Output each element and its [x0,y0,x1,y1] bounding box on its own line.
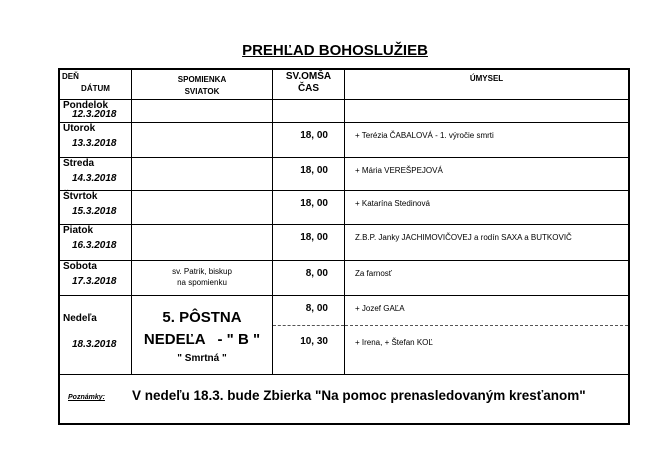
header-feast-2: SVIATOK [184,87,220,96]
table-row: Pondelok 12.3.2018 [60,99,628,123]
day-name: Štvrtok [63,191,98,202]
mass-intention: Z.B.P. Janky JACHIMOVIČOVEJ a rodín SAXA… [355,233,572,242]
mass-intention: + Irena, + Štefan KOĽ [355,338,433,347]
day-date: 13.3.2018 [72,138,117,149]
feast-subtitle: NEDEĽA - " B " [143,331,261,348]
mass-time: 18, 00 [300,130,328,141]
notes-label: Poznámky: [68,394,105,401]
feast-2: na spomienku [177,278,227,287]
header-intention: ÚMYSEL [469,74,504,83]
mass-intention: Za farnosť [355,269,392,278]
mass-time: 18, 00 [300,198,328,209]
day-date: 14.3.2018 [72,173,117,184]
table-row: Piatok 16.3.2018 18, 00 Z.B.P. Janky JACH… [60,224,628,261]
mass-time: 8, 00 [305,303,328,314]
mass-time: 8, 00 [305,268,328,279]
mass-time: 10, 30 [300,336,328,347]
notes-text: V nedeľu 18.3. bude Zbierka "Na pomoc pr… [132,388,586,403]
mass-intention: + Jozef GAĽA [355,304,405,313]
day-date: 18.3.2018 [72,339,117,350]
feast: sv. Patrik, biskup [172,267,232,276]
table-row: Štvrtok 15.3.2018 18, 00 + Katarína Stedi… [60,190,628,225]
header-feast: SPOMIENKA [177,75,227,84]
day-name: Streda [63,158,95,169]
day-date: 16.3.2018 [72,240,117,251]
day-name: Utorok [63,123,96,134]
header-mass: SV.OMŠA [285,71,332,82]
mass-time: 18, 00 [300,232,328,243]
table-row: Sobota 17.3.2018 sv. Patrik, biskup na spo… [60,260,628,296]
page-title: PREHĽAD BOHOSLUŽIEB [242,42,428,59]
table-row: Utorok 13.3.2018 18, 00 + Terézia ČABALOV… [60,122,628,158]
day-date: 12.3.2018 [72,109,117,120]
sunday-row: Nedeľa 18.3.2018 5. PÔSTNA NEDEĽA - " B "… [60,295,628,375]
mass-intention: + Mária VEREŠPEJOVÁ [355,166,443,175]
header-day: DEŇ [62,72,79,81]
feast-name: " Smrtná " [177,353,227,364]
mass-intention: + Terézia ČABALOVÁ - 1. výročie smrti [355,131,494,140]
day-name: Piatok [63,225,94,236]
day-name: Sobota [63,261,97,272]
feast-title: 5. PÔSTNA [162,309,242,326]
day-date: 17.3.2018 [72,276,117,287]
header-date: DÁTUM [81,84,110,93]
table-header: DEŇ DÁTUM SPOMIENKA SVIATOK SV.OMŠA ČAS ÚMY… [60,70,628,100]
mass-intention: + Katarína Stedinová [355,199,430,208]
day-name: Pondelok [63,100,109,111]
day-date: 15.3.2018 [72,206,117,217]
header-time: ČAS [297,83,320,94]
mass-time: 18, 00 [300,165,328,176]
schedule-table: DEŇ DÁTUM SPOMIENKA SVIATOK SV.OMŠA ČAS ÚMY… [58,68,630,425]
table-row: Streda 14.3.2018 18, 00 + Mária VEREŠPEJO… [60,157,628,191]
day-name: Nedeľa [63,313,97,324]
notes-section: Poznámky: V nedeľu 18.3. bude Zbierka "N… [60,374,628,423]
